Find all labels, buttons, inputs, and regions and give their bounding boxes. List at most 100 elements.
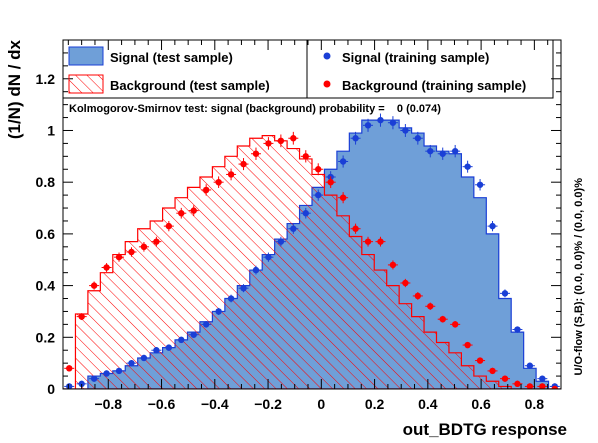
background-train-point <box>290 135 297 142</box>
signal-train-point <box>265 253 272 261</box>
signal-train-point <box>128 359 135 367</box>
background-train-point <box>501 375 509 382</box>
ks-test-annotation: Kolmogorov-Smirnov test: signal (backgro… <box>69 103 441 115</box>
signal-train-point <box>103 370 110 377</box>
background-train-point <box>227 171 235 178</box>
signal-train-point <box>178 336 185 344</box>
background-train-point <box>190 207 197 214</box>
background-train-point <box>402 279 409 287</box>
signal-train-point <box>202 321 210 328</box>
background-train-point <box>128 248 135 256</box>
signal-train-point <box>476 181 484 188</box>
signal-train-point <box>539 375 546 382</box>
signal-train-point <box>514 326 521 333</box>
background-train-point <box>377 238 384 245</box>
background-train-point <box>352 225 359 232</box>
signal-train-point <box>165 344 173 351</box>
signal-train-point <box>190 331 197 338</box>
background-train-point <box>427 303 434 310</box>
legend: Signal (test sample) Background (test sa… <box>62 39 554 99</box>
y-tick-label: 0.4 <box>36 278 56 294</box>
background-train-point <box>202 186 210 194</box>
signal-train-point <box>115 367 123 375</box>
background-train-point <box>451 321 459 328</box>
background-train-point <box>66 365 73 372</box>
signal-train-point <box>439 150 446 157</box>
legend-signal-train-marker <box>323 52 331 60</box>
background-train-point <box>414 292 422 300</box>
background-train-point <box>140 243 148 251</box>
signal-train-point <box>402 127 409 134</box>
background-train-point <box>551 385 558 389</box>
background-train-point <box>78 313 85 320</box>
background-train-point <box>265 140 272 147</box>
x-tick-label: −0.8 <box>94 396 122 412</box>
x-tick-label: 0.4 <box>418 396 438 412</box>
x-tick-label: −0.6 <box>148 396 176 412</box>
background-train-point <box>103 264 110 271</box>
background-train-point <box>153 238 160 245</box>
x-tick-label: −0.4 <box>201 396 229 412</box>
signal-train-point <box>153 347 160 354</box>
legend-signal-train-label: Signal (training sample) <box>342 50 489 65</box>
signal-train-point <box>501 290 509 297</box>
background-train-point <box>339 194 347 201</box>
signal-train-point <box>489 222 496 230</box>
legend-background-test-swatch <box>68 74 104 94</box>
background-train-point <box>165 222 173 230</box>
background-train-point <box>364 238 372 245</box>
y-tick-label: 0.2 <box>36 329 56 345</box>
legend-background-train-marker <box>323 80 331 88</box>
background-train-point <box>252 150 260 157</box>
background-train-point <box>514 380 521 388</box>
signal-train-point <box>352 135 359 142</box>
signal-train-point <box>464 163 471 170</box>
x-tick-label: 0 <box>317 396 325 412</box>
x-tick-label: 0.2 <box>365 396 385 412</box>
y-tick-label: 0.6 <box>36 226 56 242</box>
signal-train-point <box>302 210 309 217</box>
legend-signal-test-label: Signal (test sample) <box>110 50 233 65</box>
y-tick-label: 0 <box>47 381 55 397</box>
y-axis-label: (1/N) dN / dx <box>5 39 24 139</box>
signal-train-point <box>315 191 322 199</box>
signal-train-point <box>78 380 85 388</box>
background-train-point <box>240 160 247 168</box>
legend-signal-test-swatch <box>68 46 104 66</box>
background-train-point <box>526 383 534 389</box>
signal-train-point <box>339 158 347 165</box>
x-tick-label: 0.8 <box>525 396 545 412</box>
y-tick-label: 0.8 <box>36 174 56 190</box>
signal-train-point <box>66 383 73 389</box>
x-tick-label: −0.2 <box>254 396 282 412</box>
signal-train-point <box>364 122 372 129</box>
background-train-point <box>215 178 222 186</box>
background-train-point <box>315 166 322 173</box>
background-train-point <box>389 261 397 269</box>
signal-train-point <box>427 147 434 155</box>
background-train-point <box>539 383 546 389</box>
signal-train-point <box>215 308 222 315</box>
signal-train-point <box>526 362 534 369</box>
background-train-point <box>439 316 446 323</box>
background-train-point <box>115 253 123 261</box>
background-train-point <box>302 153 309 160</box>
background-train-point <box>178 210 185 217</box>
signal-train-point <box>414 135 422 142</box>
background-train-point <box>90 282 98 289</box>
signal-train-point <box>90 375 98 382</box>
overflow-label: U/O-flow (S,B): (0.0, 0.0)% / (0.0, 0.0)… <box>573 178 585 376</box>
y-tick-label: 1.2 <box>36 71 56 87</box>
x-axis-label: out_BDTG response <box>403 420 567 439</box>
background-train-point <box>277 137 285 145</box>
background-train-point <box>489 367 496 375</box>
background-train-point <box>464 341 471 349</box>
legend-right-box <box>306 39 554 99</box>
signal-train-point <box>377 116 384 124</box>
x-tick-label: 0.6 <box>471 396 491 412</box>
signal-train-point <box>451 147 459 155</box>
background-train-point <box>476 357 484 364</box>
signal-train-point <box>290 225 297 232</box>
signal-train-point <box>140 354 148 362</box>
legend-background-test-label: Background (test sample) <box>110 78 270 93</box>
